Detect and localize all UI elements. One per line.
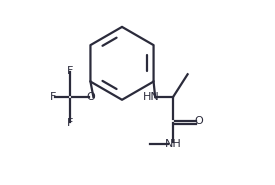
Text: O: O [194,116,203,126]
Text: F: F [67,118,73,128]
Text: F: F [50,92,56,102]
Text: O: O [87,92,95,102]
Text: F: F [67,66,73,76]
Text: NH: NH [165,139,182,149]
Text: HN: HN [143,92,159,102]
